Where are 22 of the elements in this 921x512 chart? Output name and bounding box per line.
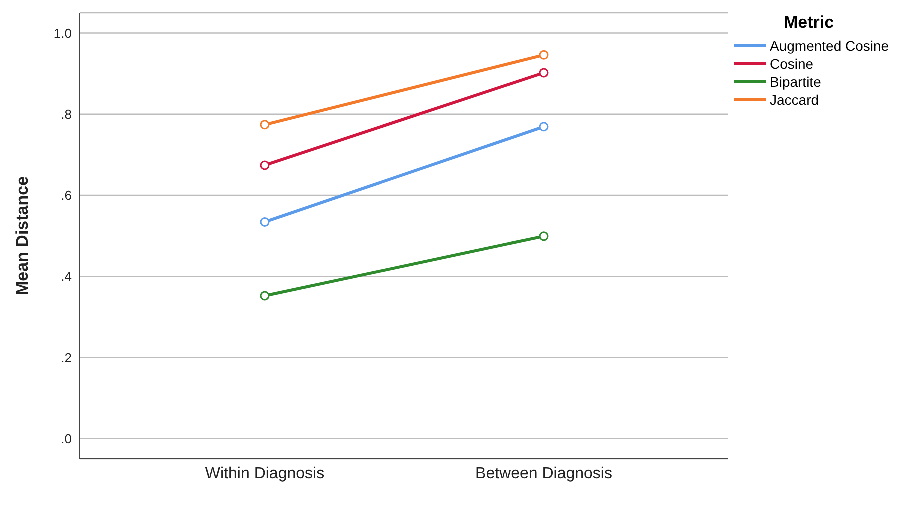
legend-label: Jaccard xyxy=(769,91,820,109)
x-tick-label: Between Diagnosis xyxy=(476,465,612,482)
y-tick-label: 1.0 xyxy=(54,26,72,41)
y-tick-label: .8 xyxy=(61,106,72,122)
point xyxy=(539,122,549,132)
point xyxy=(539,68,549,78)
point xyxy=(260,120,270,130)
point xyxy=(260,217,270,227)
point xyxy=(260,291,270,301)
y-axis-title: Mean Distance xyxy=(13,176,32,296)
legend-label: Cosine xyxy=(769,55,815,73)
legend-label: Bipartite xyxy=(769,73,822,91)
x-tick-label: Within Diagnosis xyxy=(205,465,325,482)
y-tick-label: .4 xyxy=(61,269,72,284)
legend-title: Metric xyxy=(784,13,836,33)
y-tick-label: .6 xyxy=(61,188,72,204)
point xyxy=(260,160,270,170)
y-tick-label: .0 xyxy=(61,431,72,446)
point xyxy=(539,50,549,60)
y-tick-label: .2 xyxy=(61,350,72,366)
legend-label: Augmented Cosine xyxy=(769,37,890,55)
point xyxy=(539,232,549,242)
